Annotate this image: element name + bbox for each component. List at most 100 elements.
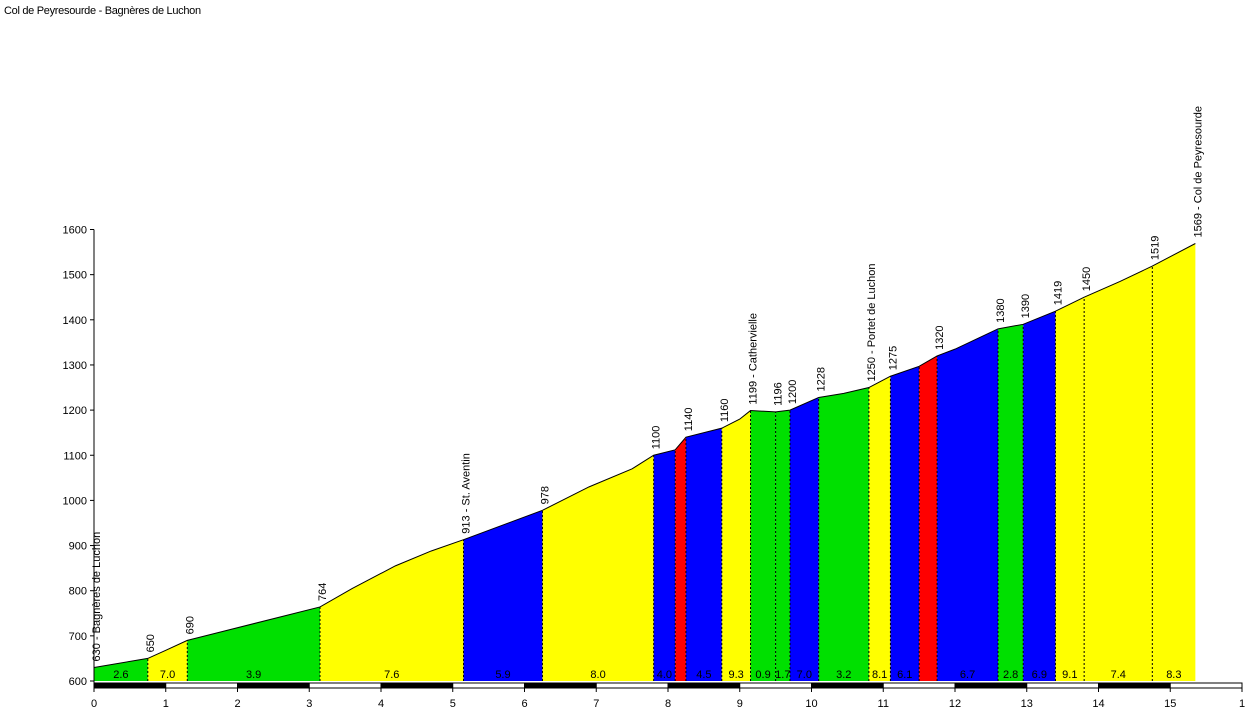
x-axis-bar bbox=[165, 682, 238, 689]
x-axis-bar bbox=[380, 682, 454, 689]
grade-label: 5.9 bbox=[495, 669, 510, 681]
grade-label: 3.2 bbox=[836, 669, 851, 681]
y-tick-label: 1000 bbox=[63, 495, 87, 507]
segment-blue bbox=[685, 428, 722, 681]
grade-label: 7.6 bbox=[384, 669, 399, 681]
elevation-annotation: 1569 - Col de Peyresourde bbox=[1192, 106, 1204, 237]
grade-label: 9.1 bbox=[1062, 669, 1077, 681]
segment-red bbox=[919, 355, 938, 681]
segment-yellow bbox=[868, 376, 891, 681]
grade-label: 8.0 bbox=[590, 669, 605, 681]
grade-label: 2.6 bbox=[113, 669, 128, 681]
x-tick-label: 14 bbox=[1092, 698, 1104, 710]
page-title: Col de Peyresourde - Bagnères de Luchon bbox=[4, 5, 201, 17]
x-tick-label: 13 bbox=[1021, 698, 1033, 710]
segment-blue bbox=[653, 449, 676, 681]
x-tick-label: 1 bbox=[1239, 698, 1245, 710]
y-tick-label: 1300 bbox=[63, 360, 87, 372]
x-axis-bar bbox=[595, 682, 669, 689]
x-tick-label: 11 bbox=[878, 698, 889, 710]
x-axis-bar bbox=[1098, 682, 1171, 689]
segment-yellow bbox=[320, 539, 464, 681]
segment-green bbox=[94, 658, 148, 681]
elevation-annotation: 978 bbox=[539, 486, 551, 504]
grade-label: 9.3 bbox=[729, 669, 744, 681]
elevation-annotation: 1200 bbox=[787, 380, 799, 404]
x-axis-bar bbox=[739, 682, 812, 689]
segment-green bbox=[818, 387, 869, 681]
elevation-annotation: 764 bbox=[317, 583, 329, 601]
elevation-annotation: 1519 bbox=[1149, 236, 1161, 260]
elevation-annotation: 1450 bbox=[1081, 267, 1093, 291]
elevation-annotation: 690 bbox=[184, 616, 196, 634]
elevation-annotation: 1140 bbox=[683, 408, 695, 432]
x-axis-bar bbox=[237, 682, 310, 689]
x-axis-bar bbox=[882, 682, 956, 689]
grade-label: 8.1 bbox=[872, 669, 887, 681]
grade-label: 4.5 bbox=[696, 669, 711, 681]
elevation-annotation: 1380 bbox=[995, 298, 1007, 322]
y-tick-label: 1500 bbox=[63, 270, 87, 282]
elevation-annotation: 1196 bbox=[773, 382, 785, 406]
elevation-annotation: 1100 bbox=[651, 426, 663, 450]
grade-label: 7.4 bbox=[1111, 669, 1126, 681]
grade-label: 2.8 bbox=[1003, 669, 1018, 681]
x-tick-label: 15 bbox=[1164, 698, 1176, 710]
x-tick-label: 1 bbox=[163, 698, 169, 710]
segment-yellow bbox=[1055, 297, 1085, 681]
elevation-annotation: 1199 - Cathervielle bbox=[748, 313, 760, 405]
elevation-annotation: 1390 bbox=[1020, 294, 1032, 318]
x-tick-label: 6 bbox=[521, 698, 527, 710]
segment-yellow bbox=[147, 640, 188, 681]
x-tick-label: 5 bbox=[450, 698, 456, 710]
x-axis-bar bbox=[667, 682, 741, 689]
grade-label: 1.7 bbox=[775, 669, 790, 681]
x-axis-bar bbox=[1026, 682, 1099, 689]
x-axis-bar bbox=[93, 682, 167, 689]
segment-blue bbox=[890, 366, 920, 681]
y-tick-label: 600 bbox=[69, 676, 87, 688]
y-tick-label: 800 bbox=[69, 586, 87, 598]
x-tick-label: 2 bbox=[234, 698, 240, 710]
elevation-annotation: 630 - Bagnères de Luchon bbox=[91, 532, 103, 662]
segment-green bbox=[998, 324, 1024, 681]
x-axis-bar bbox=[452, 682, 525, 689]
segment-yellow bbox=[721, 410, 751, 681]
elevation-annotation: 1160 bbox=[719, 399, 731, 423]
segment-yellow bbox=[542, 455, 654, 681]
elevation-annotation: 913 - St. Aventin bbox=[461, 453, 473, 534]
elevation-annotation: 1419 bbox=[1052, 281, 1064, 305]
grade-label: 6.9 bbox=[1032, 669, 1047, 681]
y-tick-label: 700 bbox=[69, 631, 87, 643]
x-tick-label: 0 bbox=[91, 698, 97, 710]
elevation-annotation: 650 bbox=[145, 634, 157, 652]
y-tick-label: 1200 bbox=[63, 405, 87, 417]
grade-label: 0.9 bbox=[755, 669, 770, 681]
x-tick-label: 7 bbox=[593, 698, 599, 710]
x-tick-label: 4 bbox=[378, 698, 384, 710]
x-axis-bar bbox=[1169, 682, 1243, 689]
grade-label: 6.1 bbox=[897, 669, 912, 681]
segment-green bbox=[775, 410, 790, 681]
x-tick-label: 10 bbox=[805, 698, 817, 710]
grade-label: 7.0 bbox=[160, 669, 175, 681]
segment-green bbox=[187, 606, 321, 681]
x-axis-bar bbox=[954, 682, 1028, 689]
grade-label: 8.3 bbox=[1166, 669, 1181, 681]
profile-line bbox=[93, 243, 1196, 668]
grade-label: 4.0 bbox=[657, 669, 672, 681]
x-tick-label: 12 bbox=[949, 698, 961, 710]
x-tick-label: 9 bbox=[737, 698, 743, 710]
elevation-annotation: 1250 - Portet de Luchon bbox=[866, 263, 878, 381]
elevation-annotation: 1320 bbox=[934, 325, 946, 349]
segment-yellow bbox=[1084, 266, 1153, 681]
segment-blue bbox=[1023, 311, 1056, 681]
y-tick-label: 1100 bbox=[63, 450, 87, 462]
grade-label: 3.9 bbox=[246, 669, 261, 681]
segment-blue bbox=[937, 328, 999, 681]
x-axis-bar bbox=[524, 682, 597, 689]
x-axis-bar bbox=[811, 682, 884, 689]
grade-label: 7.0 bbox=[797, 669, 812, 681]
x-tick-label: 8 bbox=[665, 698, 671, 710]
